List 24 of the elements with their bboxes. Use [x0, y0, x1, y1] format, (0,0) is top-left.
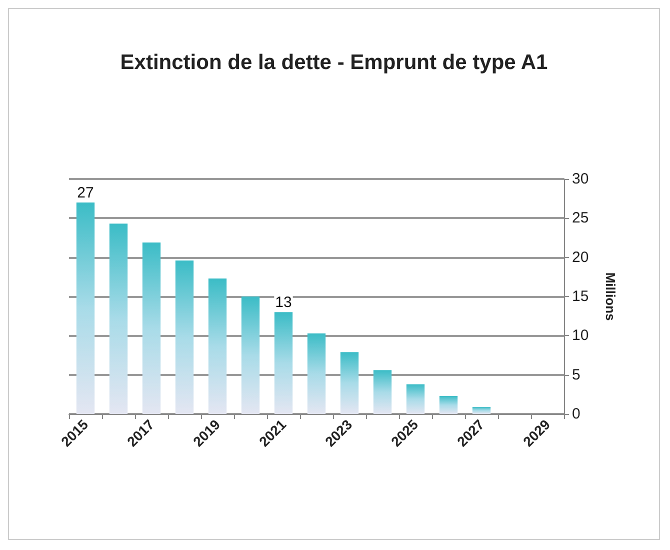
- bar: [307, 333, 326, 414]
- y-tick-label: 10: [572, 327, 589, 344]
- bar: [76, 202, 95, 414]
- bar: [175, 260, 194, 414]
- bar: [109, 224, 128, 414]
- y-tick-label: 25: [572, 210, 589, 227]
- bar: [241, 296, 260, 414]
- bar: [274, 312, 293, 414]
- bar: [373, 370, 392, 414]
- y-axis-title: Millions: [603, 272, 618, 321]
- y-tick-label: 30: [572, 170, 589, 188]
- y-tick-label: 15: [572, 288, 589, 305]
- y-tick-label: 5: [572, 366, 580, 384]
- bar: [439, 396, 458, 414]
- bar: [340, 352, 359, 414]
- bar: [406, 384, 425, 414]
- bar: [208, 278, 227, 414]
- y-tick-label: 0: [572, 406, 580, 422]
- bar: [472, 406, 491, 414]
- bar: [142, 242, 161, 414]
- chart-title: Extinction de la dette - Emprunt de type A1: [120, 51, 548, 74]
- y-tick-label: 20: [572, 248, 589, 266]
- data-label: 13: [275, 294, 292, 312]
- data-label: 27: [77, 184, 94, 202]
